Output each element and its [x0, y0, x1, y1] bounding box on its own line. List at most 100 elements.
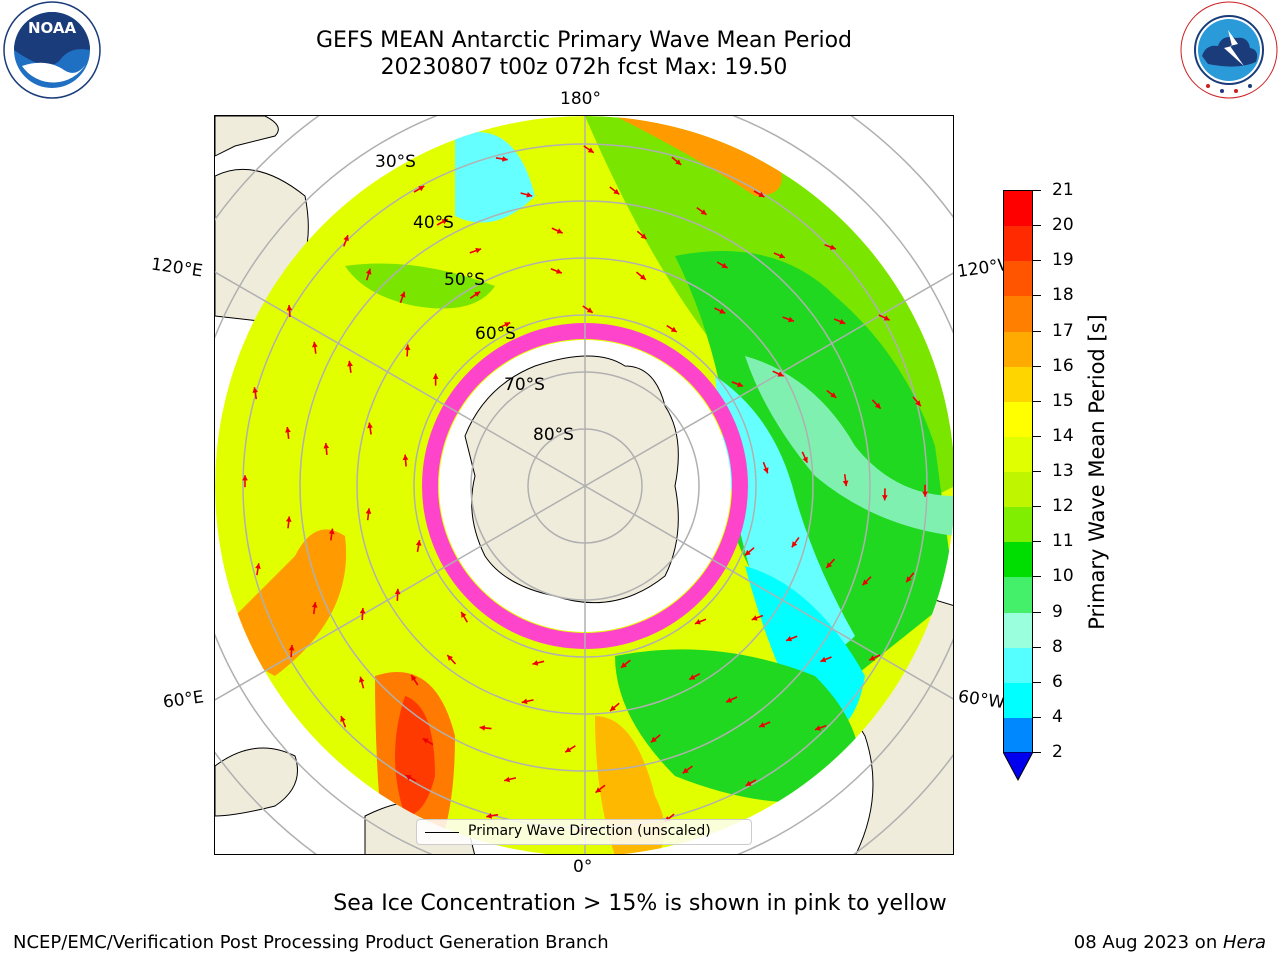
wave-direction-arrowhead	[404, 344, 411, 350]
wave-direction-arrowhead	[405, 775, 412, 781]
wave-direction-arrowhead	[744, 549, 751, 556]
wave-direction-arrowhead	[422, 738, 429, 744]
wave-direction-arrowhead	[486, 813, 492, 819]
colorbar-tick	[1033, 611, 1041, 613]
wave-direction-arrowhead	[906, 576, 912, 583]
wave-direction-arrowhead	[415, 540, 422, 546]
wave-direction-arrowhead	[820, 656, 827, 663]
colorbar-extend-arrow	[1003, 752, 1033, 782]
colorbar-segment	[1004, 472, 1032, 508]
lon-label-180: 180°	[560, 89, 601, 109]
colorbar-segment	[1004, 542, 1032, 578]
colorbar-tick	[1033, 576, 1041, 578]
colorbar-segment	[1004, 717, 1032, 754]
wave-direction-arrowhead	[758, 191, 765, 197]
lat-label-80s: 80°S	[533, 425, 574, 445]
wave-direction-arrows	[242, 145, 928, 834]
wave-direction-arrowhead	[786, 636, 792, 642]
colorbar-tick-label: 21	[1052, 180, 1074, 200]
wave-direction-arrowhead	[565, 747, 572, 753]
wave-direction-arrowhead	[556, 268, 562, 274]
colorbar-tick-label: 19	[1052, 250, 1074, 271]
colorbar	[1003, 190, 1033, 754]
colorbar-tick-label: 20	[1052, 215, 1074, 236]
lat-label-30s: 30°S	[375, 152, 416, 172]
colorbar-title: Primary Wave Mean Period [s]	[1085, 314, 1109, 630]
wave-direction-arrowhead	[526, 192, 533, 198]
colorbar-tick-label: 16	[1052, 355, 1074, 376]
wave-direction-arrowhead	[719, 308, 726, 314]
wave-direction-arrowhead	[365, 508, 372, 514]
lat-label-40s: 40°S	[413, 213, 454, 233]
colorbar-tick	[1033, 330, 1041, 332]
map-title: GEFS MEAN Antarctic Primary Wave Mean Pe…	[315, 28, 853, 53]
wave-direction-arrowhead	[675, 159, 682, 165]
wave-direction-arrowhead	[737, 381, 743, 388]
wave-direction-arrowhead	[479, 725, 486, 731]
colorbar-tick	[1033, 506, 1041, 508]
wave-direction-arrowhead	[726, 697, 733, 703]
wave-direction-arrowhead	[915, 400, 921, 407]
colorbar-tick-label: 14	[1052, 425, 1074, 446]
wave-direction-arrowhead	[826, 562, 833, 568]
colorbar-tick	[1033, 190, 1041, 191]
graticule	[215, 116, 953, 854]
wave-direction-arrowhead	[432, 373, 439, 379]
wave-direction-arrowhead	[252, 387, 258, 393]
wave-direction-arrowhead	[700, 209, 707, 215]
wave-direction-arrowhead	[532, 660, 539, 666]
wave-direction-arrowhead	[347, 360, 353, 367]
wave-direction-arrowhead	[328, 528, 335, 535]
colorbar-tick	[1033, 752, 1041, 753]
wave-direction-arrowhead	[694, 619, 701, 625]
wave-direction-arrowhead	[521, 698, 528, 705]
wave-direction-arrowhead	[365, 268, 372, 275]
wave-direction-arrowhead	[461, 611, 467, 618]
wave-direction-arrowhead	[441, 219, 448, 225]
colorbar-segment	[1004, 226, 1032, 262]
legend-label: Primary Wave Direction (unscaled)	[468, 823, 711, 839]
wave-direction-arrowhead	[829, 244, 836, 250]
wave-direction-arrowhead	[779, 253, 785, 259]
wave-direction-arrowhead	[751, 615, 758, 621]
wave-direction-arrowhead	[323, 443, 330, 449]
footer-host: Hera	[1222, 932, 1266, 953]
lon-label-60w: 60°W	[956, 686, 1007, 714]
wave-direction-arrowhead	[830, 392, 837, 398]
wave-direction-arrowhead	[862, 579, 869, 586]
wave-direction-arrowhead	[418, 186, 425, 192]
wave-direction-arrowhead	[288, 645, 295, 651]
colorbar-tick	[1033, 471, 1041, 472]
wave-direction-arrowhead	[882, 495, 888, 501]
antarctica	[464, 355, 679, 604]
wave-direction-arrowhead	[242, 475, 248, 481]
svg-text:NOAA: NOAA	[28, 19, 77, 37]
polar-map	[215, 116, 953, 854]
colorbar-tick-label: 10	[1052, 566, 1074, 587]
colorbar-tick-label: 2	[1052, 742, 1063, 762]
colorbar-tick	[1033, 541, 1041, 543]
lat-label-70s: 70°S	[504, 375, 545, 395]
wave-direction-arrowhead	[504, 776, 510, 783]
colorbar-tick	[1033, 400, 1041, 402]
colorbar-segment	[1004, 577, 1032, 613]
wave-direction-arrowhead	[621, 662, 627, 668]
wave-direction-arrowhead	[311, 602, 318, 608]
colorbar-tick	[1033, 646, 1041, 648]
wave-direction-arrowhead	[791, 541, 798, 548]
colorbar-tick	[1033, 260, 1041, 262]
colorbar-tick-label: 18	[1052, 285, 1074, 306]
wave-direction-arrowhead	[475, 247, 482, 254]
wave-direction-arrowhead	[286, 305, 293, 311]
wave-direction-arrowhead	[504, 322, 511, 328]
footer-date-text: 08 Aug 2023 on	[1073, 932, 1223, 953]
colorbar-segment	[1004, 436, 1032, 473]
wave-direction-arrowhead	[255, 563, 261, 569]
lat-label-50s: 50°S	[444, 270, 485, 290]
wave-direction-arrowhead	[394, 588, 401, 595]
colorbar-tick	[1033, 435, 1041, 437]
wave-direction-arrowhead	[595, 787, 602, 793]
colorbar-segment	[1004, 507, 1032, 543]
wave-direction-arrowhead	[839, 318, 846, 325]
colorbar-segment	[1004, 612, 1032, 649]
